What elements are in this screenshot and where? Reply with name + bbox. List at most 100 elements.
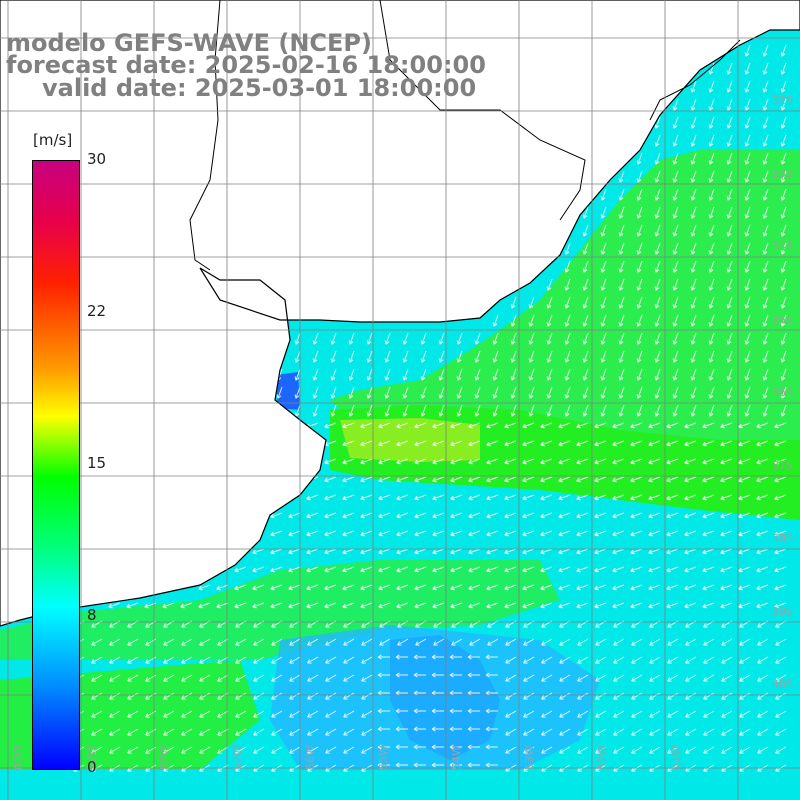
wind-arrow xyxy=(468,512,481,519)
wind-arrow xyxy=(330,368,337,381)
wind-arrow xyxy=(395,708,408,714)
wind-arrow xyxy=(744,206,751,219)
model-title: modelo GEFS-WAVE (NCEP) xyxy=(6,29,372,57)
wind-arrow xyxy=(413,726,426,732)
river-uruguay xyxy=(189,0,221,271)
wind-arrow xyxy=(522,530,535,537)
wind-arrow xyxy=(600,278,607,291)
wind-arrow xyxy=(289,710,301,718)
wind-arrow xyxy=(648,440,661,447)
wind-arrow xyxy=(504,566,517,573)
wind-arrow xyxy=(726,224,733,237)
wind-arrow xyxy=(630,566,643,573)
wind-arrow xyxy=(684,584,697,591)
wind-arrow xyxy=(594,566,607,573)
wind-arrow xyxy=(631,656,643,664)
wind-arrow xyxy=(600,188,607,201)
wind-arrow xyxy=(780,152,787,165)
wind-arrow xyxy=(564,296,571,309)
wind-arrow xyxy=(576,584,589,591)
wind-arrow xyxy=(324,584,337,591)
wind-arrow xyxy=(468,566,481,573)
wind-lightblue-zone xyxy=(270,625,600,770)
wind-arrow xyxy=(522,476,535,483)
wind-arrow xyxy=(757,710,769,718)
wind-arrow xyxy=(342,440,355,447)
wind-arrow xyxy=(762,98,769,111)
wind-arrow xyxy=(432,458,445,465)
wind-arrow xyxy=(325,692,337,700)
wind-arrow xyxy=(307,656,319,664)
wind-arrow xyxy=(252,584,265,591)
wind-arrow xyxy=(654,404,661,417)
wind-arrow xyxy=(654,242,661,255)
wind-arrow xyxy=(486,548,499,555)
wind-arrow xyxy=(708,152,715,165)
wind-arrow xyxy=(600,314,607,327)
wind-arrow xyxy=(666,566,679,573)
wind-arrow xyxy=(378,458,391,465)
wind-arrow xyxy=(744,224,751,237)
wind-arrow xyxy=(618,224,625,237)
wind-arrow xyxy=(594,512,607,519)
wind-arrow xyxy=(636,188,643,201)
wind-arrow xyxy=(540,530,553,537)
lon-label: 53W xyxy=(523,745,536,770)
wind-arrow xyxy=(684,530,697,537)
wind-arrow xyxy=(618,332,625,345)
wind-arrow xyxy=(654,386,661,399)
lat-label: 33S xyxy=(772,167,793,180)
wind-arrow xyxy=(738,494,751,501)
wind-arrow xyxy=(577,674,589,682)
wind-arrow xyxy=(377,762,390,768)
wind-arrow xyxy=(559,638,571,646)
wind-arrow xyxy=(414,512,427,519)
wind-arrow xyxy=(672,134,679,147)
wind-arrow xyxy=(360,584,373,591)
lat-label: 32S xyxy=(772,94,793,107)
wind-arrow xyxy=(361,656,373,664)
wind-arrow xyxy=(703,728,715,736)
lat-label: 35S xyxy=(772,313,793,326)
wind-arrow xyxy=(199,692,211,700)
wind-arrow xyxy=(595,656,607,664)
wind-arrow xyxy=(672,332,679,345)
wind-arrow xyxy=(612,422,625,429)
wind-arrow xyxy=(366,386,373,399)
wind-arrow xyxy=(294,386,301,399)
wind-arrow xyxy=(91,674,103,682)
wind-arrow xyxy=(720,530,733,537)
wind-arrow xyxy=(558,584,571,591)
wind-arrow xyxy=(582,224,589,237)
wind-arrow xyxy=(234,566,247,573)
wind-arrow xyxy=(780,386,787,399)
wind-arrow xyxy=(667,656,679,664)
wind-arrow xyxy=(294,332,301,345)
wind-arrow xyxy=(690,296,697,309)
wind-arrow xyxy=(636,242,643,255)
wind-arrow xyxy=(342,566,355,573)
wind-arrow xyxy=(708,368,715,381)
wind-arrow xyxy=(582,242,589,255)
wind-arrow xyxy=(91,692,103,700)
wind-arrow xyxy=(762,116,769,129)
wind-arrow xyxy=(91,746,103,754)
wind-arrow xyxy=(378,422,391,429)
wind-arrow xyxy=(595,674,607,682)
wind-arrow xyxy=(708,206,715,219)
wind-arrow xyxy=(636,206,643,219)
wind-arrow xyxy=(775,674,787,682)
wind-arrow xyxy=(636,152,643,165)
wind-arrow xyxy=(486,566,499,573)
wind-arrow xyxy=(684,566,697,573)
wind-arrow xyxy=(720,422,733,429)
wind-arrow xyxy=(541,674,553,682)
wind-arrow xyxy=(775,728,787,736)
wind-arrow xyxy=(546,404,553,417)
wind-arrow xyxy=(199,674,211,682)
wind-arrow xyxy=(468,602,481,609)
land-mass xyxy=(0,0,800,627)
wind-arrow xyxy=(505,728,517,736)
wind-arrow xyxy=(361,638,373,646)
wind-arrow xyxy=(720,584,733,591)
